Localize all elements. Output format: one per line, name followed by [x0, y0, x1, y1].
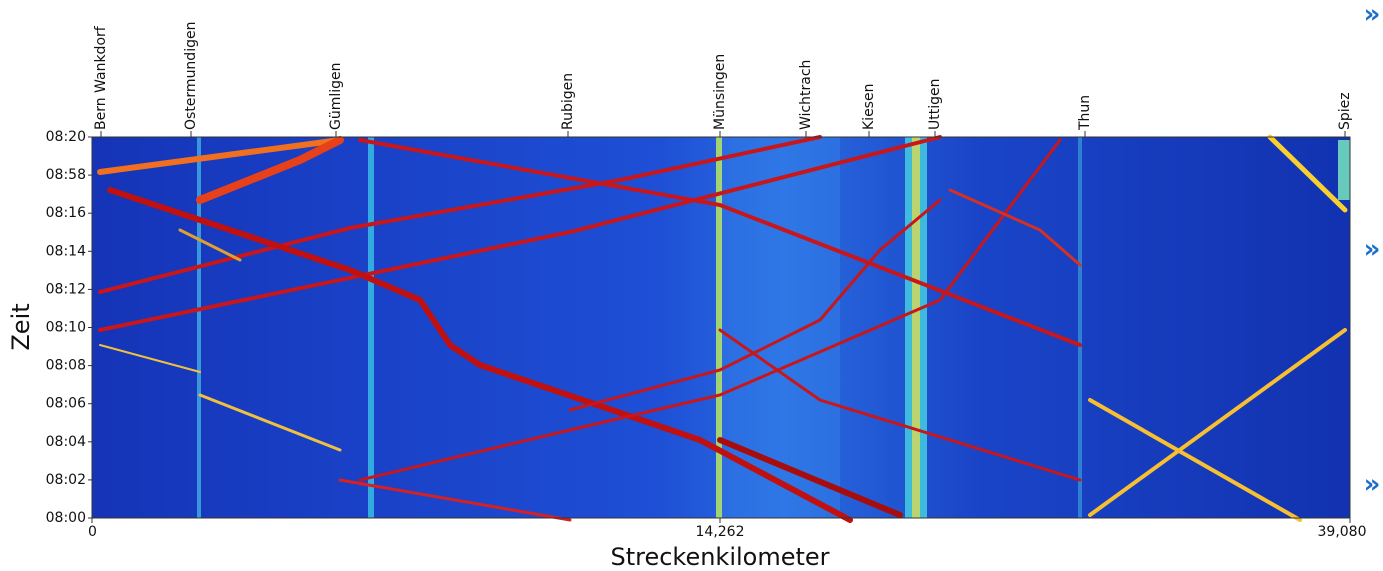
chart: Zeit Streckenkilometer 0 14,262 39,080 08:0…	[0, 0, 1383, 571]
y-tick-label: 08:02	[46, 472, 86, 488]
y-tick-label: 08:04	[46, 434, 86, 450]
station-label: Spiez	[1337, 92, 1353, 130]
station-label: Münsingen	[712, 54, 728, 130]
station-label: Wichtrach	[798, 60, 814, 130]
nav-button[interactable]: »	[1364, 0, 1381, 30]
nav-button[interactable]: »	[1364, 470, 1381, 500]
station-label: Kiesen	[861, 84, 877, 130]
y-axis-title: Zeit	[7, 303, 35, 350]
station-label: Thun	[1077, 95, 1093, 131]
station-label: Uttigen	[927, 79, 943, 131]
nav-button[interactable]: »	[1364, 235, 1381, 265]
y-tick-label: 08:20	[46, 129, 86, 145]
x-tick-label: 14,262	[696, 524, 745, 540]
y-tick-label: 08:14	[46, 243, 86, 259]
station-label: Ostermundigen	[183, 22, 199, 130]
y-tick-label: 08:12	[46, 281, 86, 297]
station-label: Bern Wankdorf	[93, 25, 109, 130]
y-tick-label: 08:10	[46, 320, 86, 336]
x-tick-label: 0	[88, 524, 97, 540]
y-tick-label: 08:00	[46, 510, 86, 526]
heatmap-image	[92, 137, 1350, 520]
station-label: Rubigen	[560, 73, 576, 130]
y-tick-label: 08:16	[46, 205, 86, 221]
station-label: Gümligen	[328, 62, 344, 130]
x-tick-label: 39,080	[1318, 524, 1367, 540]
y-tick-label: 08:06	[46, 396, 86, 412]
y-tick-label: 08:58	[46, 167, 86, 183]
x-axis-title: Streckenkilometer	[610, 543, 829, 571]
y-tick-label: 08:08	[46, 358, 86, 374]
